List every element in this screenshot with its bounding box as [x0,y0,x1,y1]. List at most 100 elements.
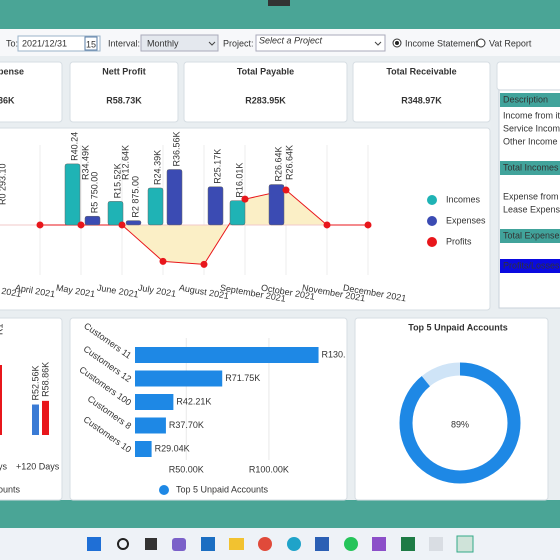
kpi-card [352,61,491,123]
interval-value: Monthly [147,38,179,48]
task-view-icon[interactable] [145,538,157,550]
window-handle [268,0,290,6]
value-label: R29.04K [155,443,190,453]
bar-annotation: R12.64K [120,145,130,180]
bar-label: R24.39K [152,150,162,185]
whatsapp-icon[interactable] [344,537,358,551]
legend-marker [427,195,437,205]
profit-area [40,190,368,265]
kpi-value: R348.97K [401,95,442,105]
value-label: R71.75K [225,373,260,383]
kpi-title: Nett Profit [102,66,146,76]
explorer-icon[interactable] [229,538,244,550]
bar [135,347,319,363]
edge-icon[interactable] [287,537,301,551]
word-icon[interactable] [315,537,329,551]
donut-title: Top 5 Unpaid Accounts [408,322,508,332]
legend-label: Incomes [446,194,481,204]
bar-label: R58.86K [40,362,50,397]
bar [135,394,174,410]
interval-dropdown[interactable] [140,34,219,52]
cut-label: R1 [0,323,4,335]
table-header-row [500,93,560,107]
kpi-title: pense [0,66,24,76]
table-row: Expense from ite [503,191,560,201]
total-expenses-row [500,229,560,243]
income-bar [64,163,81,226]
panel [0,317,63,501]
total-incomes: Total Incomes [503,162,559,172]
radio-button[interactable] [476,38,486,48]
kpi-card [496,61,560,91]
search-icon[interactable] [117,538,129,550]
bar-annotation: R26.64K [284,145,294,180]
x-tick-label: R50.00K [169,464,204,474]
kpi-value: R58.73K [106,95,142,105]
aging-bar [42,400,49,435]
radio-dot [395,41,399,45]
app-icon[interactable] [429,537,443,551]
income-bar [107,201,124,226]
bar-label: R36.56K [171,131,181,166]
bar-label: R26.64K [273,147,283,182]
date-value: 2021/12/31 [22,38,67,48]
legend-label: Expenses [446,215,486,225]
vs-icon[interactable] [372,537,386,551]
excel-icon[interactable] [401,537,415,551]
date-input[interactable] [17,35,101,52]
legend-label: Profits [446,236,472,246]
total-expenses: Total Expenses [503,230,560,240]
total-incomes-row [500,161,560,175]
dropdown-arrow [208,41,216,46]
bar-label: R25.17K [212,149,222,184]
outlook-icon[interactable] [201,537,215,551]
profit-point [241,195,249,203]
value-label: R37.70K [169,420,204,430]
income-bar [147,187,164,226]
project-placeholder: Select a Project [259,35,323,45]
to-label: To: [6,38,18,48]
kpi-card [69,61,179,123]
expense-bar [125,220,142,226]
radio-label: Vat Report [489,38,532,48]
start-icon[interactable] [87,537,101,551]
legend-marker [427,237,437,247]
taskbar-icons [87,535,474,553]
chrome-icon[interactable] [258,537,272,551]
bar-annotation: R0 293.10 [0,163,7,205]
x-tick-label: R100.00K [249,464,289,474]
bar-label: R5 750.00 [89,172,99,214]
dropdown-arrow [374,41,382,46]
profit-point [36,221,44,229]
calendar-button[interactable] [84,36,98,51]
profit-point [200,260,208,268]
expense-bar [207,186,224,226]
profit-point [77,221,85,229]
profit-point [364,221,372,229]
bar-annotation: R34.49K [80,145,90,180]
active-app-icon[interactable] [456,535,474,553]
kpi-title: Total Payable [237,66,294,76]
x-tick-label: n 2021 [0,284,22,299]
bar [135,417,166,434]
footer [0,500,560,528]
donut-value: 89% [451,419,469,429]
project-dropdown[interactable] [255,34,386,52]
interval-label: Interval: [108,38,140,48]
chat-icon[interactable] [172,538,186,551]
expense-bar [84,215,101,226]
bar [135,441,152,457]
profit-point [159,257,167,265]
bar-label: R52.56K [30,365,40,400]
x-tick-label: ys [0,461,8,471]
table-row: Lease Expense [503,204,560,214]
income-bar [229,200,246,226]
value-label: R42.21K [176,396,211,406]
legend-marker [159,485,169,495]
legend-marker [427,216,437,226]
profit-point [323,221,331,229]
bar-label: R16.01K [234,163,244,198]
kpi-card [0,61,63,123]
